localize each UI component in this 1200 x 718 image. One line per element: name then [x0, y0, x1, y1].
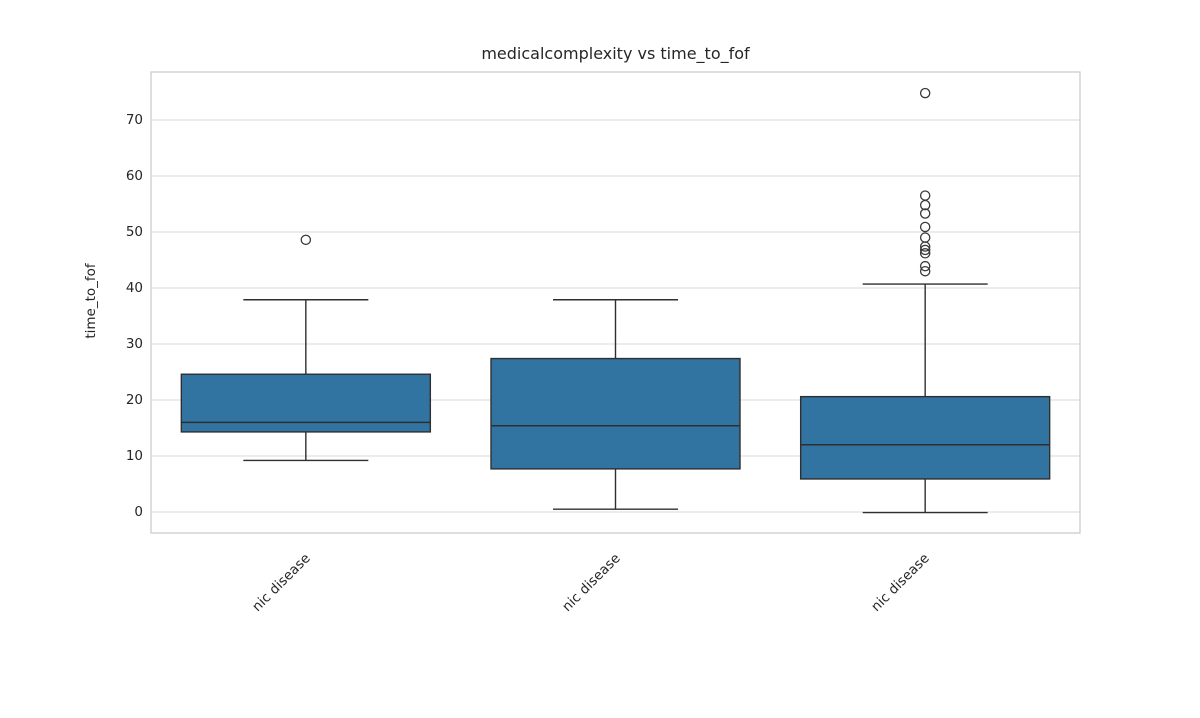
- iqr-box: [490, 357, 741, 470]
- y-tick-label: 30: [125, 335, 143, 352]
- box-group: [180, 234, 432, 462]
- outlier-point: [919, 241, 931, 252]
- iqr-box: [180, 373, 432, 433]
- outlier-point: [919, 199, 931, 211]
- outlier-point: [919, 87, 931, 99]
- outlier-point: [919, 190, 931, 201]
- outlier-point: [919, 244, 931, 256]
- outlier-point: [919, 265, 931, 277]
- y-tick-label: 50: [125, 223, 143, 240]
- y-tick-label: 10: [125, 447, 143, 464]
- boxplot-figure: medicalcomplexity vs time_to_fof time_to…: [83, 44, 1081, 615]
- box-group: [799, 87, 1051, 514]
- outlier-point: [919, 208, 931, 219]
- box-group: [490, 299, 741, 510]
- y-tick-label: 40: [125, 279, 143, 296]
- plot-border: [150, 71, 1081, 534]
- outlier-point: [919, 248, 931, 259]
- outlier-point: [919, 260, 931, 272]
- y-tick-label: 60: [125, 167, 143, 184]
- plot-canvas: [150, 71, 1081, 534]
- outlier-point: [919, 221, 931, 233]
- y-tick-label: 20: [125, 391, 143, 408]
- iqr-box: [799, 395, 1051, 480]
- chart-title: medicalcomplexity vs time_to_fof: [481, 44, 750, 63]
- outlier-point: [300, 234, 312, 246]
- y-tick-label: 0: [134, 503, 143, 520]
- outlier-point: [919, 232, 931, 243]
- y-tick-label: 70: [125, 111, 143, 128]
